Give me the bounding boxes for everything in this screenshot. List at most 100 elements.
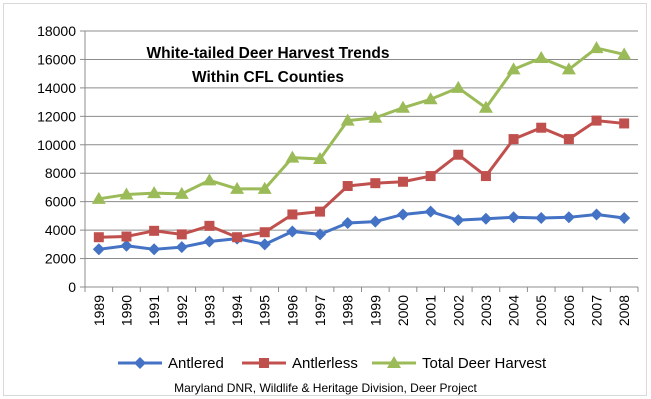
x-tick-label: 1996 xyxy=(284,295,300,326)
data-point-antlered xyxy=(590,208,603,221)
x-tick-label: 1989 xyxy=(91,295,107,326)
data-point-antlered xyxy=(175,241,188,254)
data-point-total-deer-harvest xyxy=(340,113,355,126)
data-point-antlered xyxy=(452,214,465,227)
data-point-total-deer-harvest xyxy=(147,186,162,199)
data-point-total-deer-harvest xyxy=(589,41,604,54)
data-point-antlerless xyxy=(453,149,464,160)
x-tick-label: 2003 xyxy=(478,295,494,326)
x-tick-label: 1999 xyxy=(367,295,383,326)
data-point-total-deer-harvest xyxy=(91,191,106,204)
data-point-antlerless xyxy=(176,229,187,240)
data-point-antlerless xyxy=(397,176,408,187)
data-point-antlerless xyxy=(480,171,491,182)
data-point-antlered xyxy=(618,212,631,225)
data-point-antlerless xyxy=(204,220,215,231)
data-point-antlerless xyxy=(93,232,104,243)
data-point-antlerless xyxy=(425,171,436,182)
x-tick-label: 1997 xyxy=(312,295,328,326)
x-tick-label: 2007 xyxy=(589,295,605,326)
data-point-antlerless xyxy=(563,134,574,145)
x-axis: 1989 1990 1991 1992 1993 1994 1995 1996 1997 1998… xyxy=(84,286,639,326)
data-point-total-deer-harvest xyxy=(368,110,383,123)
chart-frame xyxy=(3,3,647,396)
y-tick-label: 4000 xyxy=(45,222,76,238)
x-tick-label: 2002 xyxy=(450,295,466,326)
y-tick-label: 10000 xyxy=(37,137,76,153)
data-point-total-deer-harvest xyxy=(451,80,466,93)
data-point-antlerless xyxy=(315,206,326,217)
y-tick-label: 12000 xyxy=(37,108,76,124)
data-point-antlered xyxy=(341,217,354,229)
legend-label-antlerless: Antlerless xyxy=(292,355,358,372)
series-antlered xyxy=(92,205,631,256)
data-point-total-deer-harvest xyxy=(506,62,521,75)
legend-label-total-deer-harvest: Total Deer Harvest xyxy=(422,355,547,372)
data-point-antlerless xyxy=(370,178,381,189)
series-antlerless xyxy=(93,115,630,243)
data-point-antlered xyxy=(562,211,575,224)
x-tick-label: 1990 xyxy=(118,295,134,326)
data-point-total-deer-harvest xyxy=(561,62,576,75)
x-tick-label: 2000 xyxy=(395,295,411,326)
x-tick-label: 2004 xyxy=(506,295,522,326)
x-tick-label: 2001 xyxy=(423,295,439,326)
data-point-total-deer-harvest xyxy=(119,187,134,200)
data-point-antlered xyxy=(507,211,520,224)
data-point-total-deer-harvest xyxy=(395,100,410,113)
data-point-total-deer-harvest xyxy=(423,92,438,105)
legend-marker-total-deer-harvest xyxy=(387,356,401,368)
data-point-antlerless xyxy=(287,209,298,220)
data-point-antlered xyxy=(258,238,271,251)
data-point-antlered xyxy=(314,228,327,241)
x-tick-label: 2006 xyxy=(561,295,577,326)
chart-title-line-1: White-tailed Deer Harvest Trends xyxy=(147,45,390,62)
data-point-total-deer-harvest xyxy=(202,173,217,186)
data-point-antlered xyxy=(369,215,382,228)
data-point-antlered xyxy=(92,243,105,256)
data-point-antlered xyxy=(120,239,133,252)
y-tick-label: 14000 xyxy=(37,80,76,96)
data-point-antlered xyxy=(424,205,437,218)
x-tick-label: 1994 xyxy=(229,295,245,326)
y-tick-label: 6000 xyxy=(45,194,76,210)
data-point-antlered xyxy=(286,225,299,238)
data-point-antlerless xyxy=(536,122,547,133)
data-point-total-deer-harvest xyxy=(285,150,300,163)
y-tick-label: 8000 xyxy=(45,165,76,181)
data-point-antlered xyxy=(396,208,409,221)
y-tick-label: 0 xyxy=(68,279,76,295)
data-point-total-deer-harvest xyxy=(534,51,549,64)
data-point-total-deer-harvest xyxy=(313,152,328,164)
legend-item-antlerless: Antlerless xyxy=(242,355,358,372)
data-point-total-deer-harvest xyxy=(230,181,245,194)
data-point-total-deer-harvest xyxy=(174,186,189,199)
data-point-antlerless xyxy=(232,232,243,243)
x-tick-label: 2008 xyxy=(616,295,632,326)
series-total-deer-harvest xyxy=(91,41,632,204)
x-tick-label: 1993 xyxy=(201,295,217,326)
x-tick-label: 1995 xyxy=(257,295,273,326)
y-tick-label: 2000 xyxy=(45,251,76,267)
data-point-total-deer-harvest xyxy=(257,181,272,194)
x-tick-label: 1991 xyxy=(146,295,162,326)
data-point-antlerless xyxy=(121,231,132,242)
source-note: Maryland DNR, Wildlife & Heritage Divisi… xyxy=(174,381,477,395)
chart-title-line-2: Within CFL Counties xyxy=(192,69,344,86)
x-tick-label: 1992 xyxy=(174,295,190,326)
data-point-antlerless xyxy=(149,225,160,236)
data-point-antlered xyxy=(535,212,548,225)
series-layer xyxy=(91,41,632,256)
legend-item-total-deer-harvest: Total Deer Harvest xyxy=(372,355,547,372)
legend-item-antlered: Antlered xyxy=(118,355,224,372)
data-point-antlered xyxy=(479,212,492,225)
y-tick-label: 18000 xyxy=(37,23,76,39)
x-tick-label: 2005 xyxy=(533,295,549,326)
legend-marker-antlered xyxy=(134,357,146,369)
data-point-antlerless xyxy=(591,115,602,126)
data-point-antlerless xyxy=(508,134,519,145)
data-point-antlerless xyxy=(259,227,270,238)
legend-label-antlered: Antlered xyxy=(168,355,224,372)
data-point-antlerless xyxy=(342,181,353,192)
